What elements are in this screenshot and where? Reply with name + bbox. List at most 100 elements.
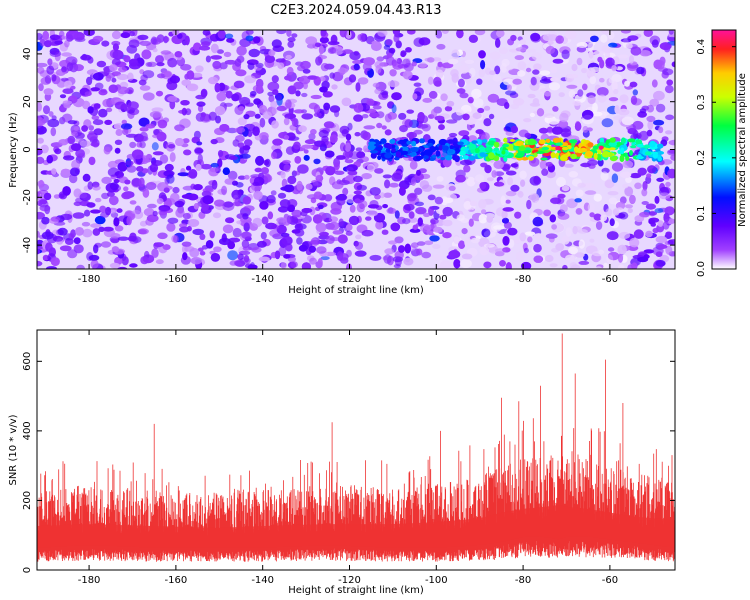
heatmap-signal-cell <box>377 155 382 161</box>
heatmap-cell <box>405 47 412 53</box>
heatmap-signal-cell <box>533 152 538 157</box>
heatmap-cell <box>186 70 195 80</box>
heatmap-cell <box>339 66 346 76</box>
heatmap-cell <box>231 189 242 200</box>
heatmap-cell <box>167 144 176 149</box>
heatmap-cell <box>359 32 366 43</box>
heatmap-cell <box>51 74 57 82</box>
heatmap-cell <box>208 111 217 121</box>
heatmap-cell <box>155 90 164 97</box>
heatmap-cell <box>308 102 318 110</box>
heatmap-cell <box>232 180 238 186</box>
heatmap-cell <box>656 60 665 70</box>
heatmap-cell <box>232 227 242 238</box>
heatmap-cell <box>104 119 113 125</box>
heatmap-cell <box>39 199 48 205</box>
heatmap-cell <box>275 148 282 153</box>
heatmap-signal-cell <box>435 150 441 157</box>
heatmap-cell <box>324 150 335 158</box>
heatmap-cell <box>413 82 422 87</box>
heatmap-cell <box>142 92 155 101</box>
heatmap-cell <box>107 160 118 169</box>
heatmap-cell <box>270 190 277 196</box>
heatmap-cell <box>531 52 542 61</box>
heatmap-cell <box>199 233 206 240</box>
heatmap-signal-cell <box>493 147 500 152</box>
heatmap-cell <box>667 239 674 246</box>
heatmap-cell <box>348 74 357 83</box>
heatmap-cell <box>62 155 75 161</box>
heatmap-cell <box>533 63 542 71</box>
heatmap-cell <box>334 170 345 175</box>
heatmap-cell <box>608 97 619 102</box>
heatmap-cell <box>460 159 472 166</box>
heatmap-cell <box>629 172 642 179</box>
heatmap-cell <box>514 211 522 219</box>
heatmap-cell <box>327 47 337 54</box>
heatmap-cell <box>404 119 413 128</box>
heatmap-signal-cell <box>644 151 652 156</box>
heatmap-signal-cell <box>468 155 476 161</box>
heatmap-cell <box>324 123 336 129</box>
heatmap-cell <box>393 264 401 269</box>
heatmap-cell <box>217 150 224 157</box>
heatmap-cell <box>72 131 78 137</box>
heatmap-cell <box>331 181 344 190</box>
heatmap-cell <box>210 43 219 54</box>
heatmap-cell <box>442 206 453 217</box>
heatmap-cell <box>470 237 480 244</box>
heatmap-cell <box>667 168 675 179</box>
heatmap-cell <box>365 216 372 221</box>
heatmap-cell <box>512 237 521 244</box>
heatmap-cell <box>541 168 549 176</box>
heatmap-cell <box>658 126 664 134</box>
heatmap-cell <box>385 39 393 46</box>
heatmap-cell <box>551 248 560 253</box>
heatmap-peak-cell <box>598 145 604 150</box>
heatmap-cell <box>406 109 415 114</box>
heatmap-cell <box>166 174 175 184</box>
heatmap-cell <box>384 248 395 255</box>
heatmap-cell <box>242 196 252 205</box>
heatmap-cell <box>665 245 673 255</box>
heatmap-cell <box>441 30 449 34</box>
heatmap-signal-cell <box>516 152 525 157</box>
heatmap-cell <box>209 167 219 173</box>
heatmap-cell <box>481 228 491 238</box>
heatmap-cell <box>655 260 666 267</box>
heatmap-cell <box>309 240 321 245</box>
heatmap-signal-cell <box>476 138 481 145</box>
heatmap-cell <box>603 262 609 269</box>
heatmap-cell <box>169 152 176 163</box>
heatmap-signal-cell <box>550 152 556 159</box>
heatmap-cell <box>121 191 132 200</box>
spectrogram-x-ticks: -180 -160 -140 -120 -100 -80 -60 <box>78 30 618 285</box>
heatmap-cell <box>115 129 123 136</box>
heatmap-cell <box>510 163 519 168</box>
heatmap-cell <box>478 50 486 59</box>
heatmap-cell <box>181 79 191 86</box>
heatmap-cell <box>480 60 486 70</box>
heatmap-cell <box>325 166 336 176</box>
heatmap-cell <box>361 114 369 119</box>
heatmap-cell <box>641 201 649 205</box>
heatmap-cell <box>265 222 277 230</box>
heatmap-cell <box>155 259 164 265</box>
heatmap-cell <box>129 263 138 268</box>
heatmap-cell <box>306 43 316 49</box>
heatmap-cell <box>600 214 608 222</box>
heatmap-cell <box>575 189 584 197</box>
heatmap-cell <box>301 144 314 149</box>
heatmap-cell <box>353 190 362 195</box>
heatmap-cell <box>228 155 238 161</box>
heatmap-signal-cell <box>501 150 506 155</box>
heatmap-cell <box>242 213 249 220</box>
heatmap-cell <box>181 194 193 199</box>
heatmap-cell <box>175 208 185 218</box>
heatmap-cell <box>431 254 442 261</box>
heatmap-cell <box>619 196 627 204</box>
heatmap-cell <box>519 170 527 180</box>
heatmap-cell <box>362 131 371 141</box>
heatmap-cell <box>501 209 508 220</box>
heatmap-cell <box>205 55 211 63</box>
